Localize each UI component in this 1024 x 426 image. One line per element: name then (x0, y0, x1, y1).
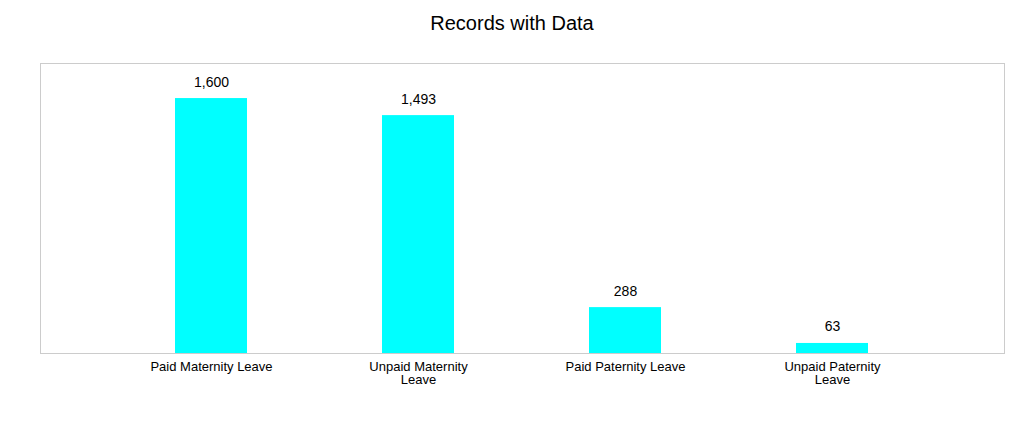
svg-text:Paid Maternity Leave: Paid Maternity Leave (150, 359, 272, 374)
svg-text:Unpaid MaternityLeave: Unpaid MaternityLeave (369, 359, 468, 387)
svg-text:288: 288 (614, 283, 638, 299)
svg-text:Paid Paternity Leave: Paid Paternity Leave (566, 359, 686, 374)
html-text:Records with Data: Records with Data (430, 12, 594, 34)
svg-text:1,600: 1,600 (194, 74, 229, 90)
svg-text:1,493: 1,493 (401, 91, 436, 107)
svg-text:Unpaid PaternityLeave: Unpaid PaternityLeave (784, 359, 881, 387)
svg-text:63: 63 (825, 318, 841, 334)
